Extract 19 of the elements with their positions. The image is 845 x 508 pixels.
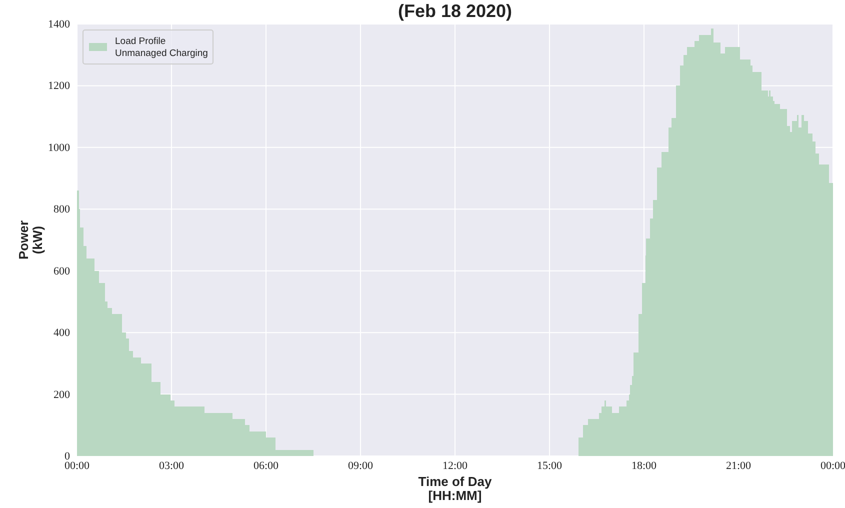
x-tick-label: 06:00 — [253, 460, 280, 472]
y-tick-label: 1000 — [48, 142, 70, 154]
x-tick-label: 15:00 — [536, 460, 563, 472]
x-axis-title: Time of Day [HH:MM] — [418, 474, 492, 503]
y-tick-label: 400 — [54, 327, 70, 340]
y-tick-label: 200 — [54, 388, 70, 401]
x-tick-label: 03:00 — [158, 460, 185, 472]
y-tick-label: 800 — [54, 204, 70, 216]
x-tick-label: 12:00 — [442, 460, 468, 472]
x-tick-label: 09:00 — [348, 460, 374, 472]
y-tick-label: 1400 — [48, 18, 70, 31]
chart-title: (Feb 18 2020) — [398, 1, 512, 21]
y-axis-title: Power (kW) — [16, 220, 45, 260]
y-tick-label: 1200 — [48, 80, 70, 92]
x-tick-label: 21:00 — [726, 460, 752, 472]
legend-label: Load Profile Unmanaged Charging — [115, 36, 208, 59]
x-tick-label: 18:00 — [631, 460, 658, 472]
y-tick-label: 600 — [54, 265, 70, 278]
x-tick-label: 00:00 — [820, 460, 845, 472]
